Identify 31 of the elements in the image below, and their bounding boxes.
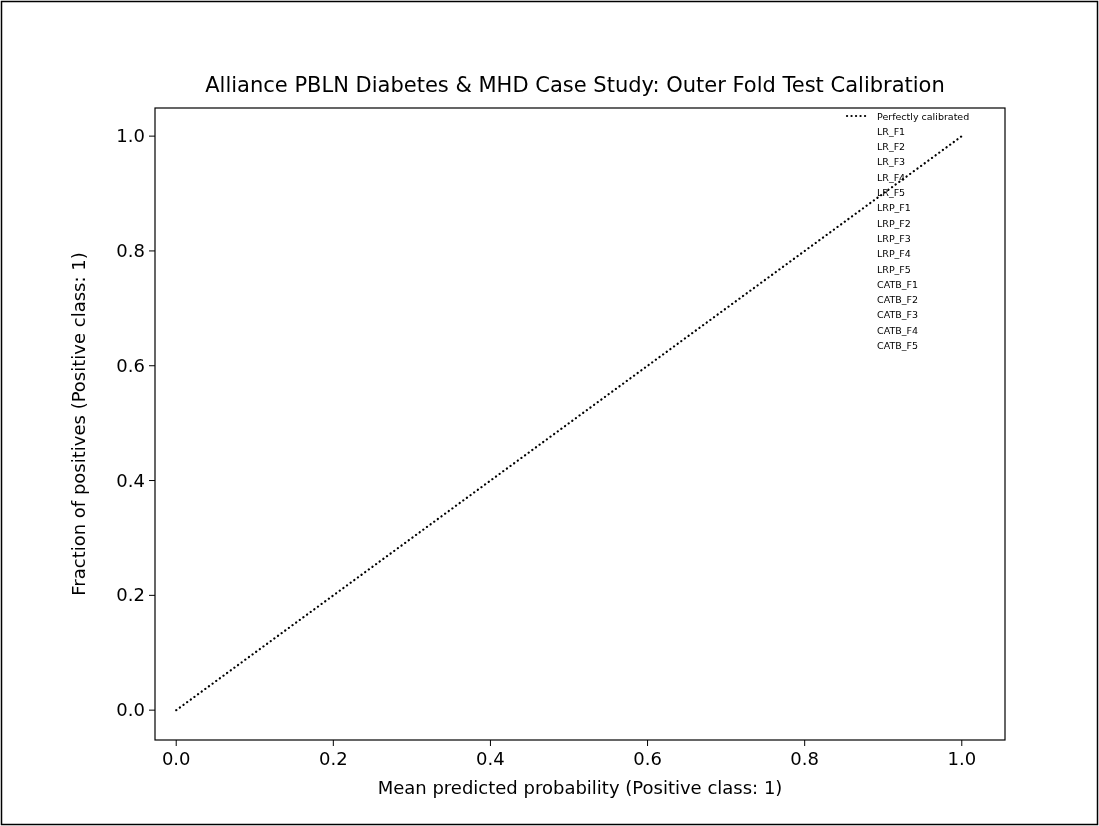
legend-label: Perfectly calibrated <box>877 110 970 122</box>
text: LR_F4 <box>877 171 906 183</box>
x-axis-title: Mean predicted probability (Positive class: 1) <box>377 777 783 798</box>
chart-title: Alliance PBLN Diabetes & MHD Case Study: Outer Fold Test Calibration <box>205 73 945 97</box>
text: CATB_F4 <box>877 324 918 336</box>
text: LRP_F5 <box>877 263 911 275</box>
text: LR_F1 <box>877 125 906 137</box>
y-tick-label: 0.0 <box>116 699 145 721</box>
y-tick-label: 0.2 <box>116 584 145 606</box>
x-tick-label: 0.0 <box>161 748 191 769</box>
text: LRP_F2 <box>877 217 911 229</box>
x-tick-label: 1.0 <box>947 748 977 769</box>
x-tick-label: 0.4 <box>476 748 505 769</box>
text: CATB_F3 <box>877 309 918 321</box>
text: CATB_F2 <box>877 294 918 306</box>
text: LRP_F3 <box>877 232 911 244</box>
y-tick-label: 0.6 <box>116 354 145 376</box>
y-tick-label: 1.0 <box>116 125 145 147</box>
text: LR_F2 <box>877 141 906 153</box>
text: LR_F3 <box>877 156 906 168</box>
x-tick-label: 0.2 <box>319 748 348 769</box>
y-tick-label: 0.8 <box>116 239 145 261</box>
y-axis-title: Fraction of positives (Positive class: 1) <box>68 252 89 596</box>
text: LRP_F4 <box>877 248 911 260</box>
text: CATB_F1 <box>877 278 918 290</box>
x-tick-label: 0.8 <box>790 748 819 769</box>
text: LRP_F1 <box>877 202 911 214</box>
y-tick-label: 0.4 <box>116 469 145 491</box>
text: LR_F5 <box>877 187 906 198</box>
text: CATB_F5 <box>877 340 918 351</box>
x-tick-label: 0.6 <box>633 748 662 769</box>
